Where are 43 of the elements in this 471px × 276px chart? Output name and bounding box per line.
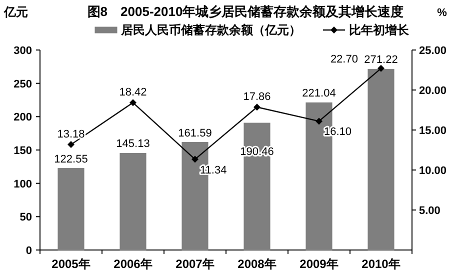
legend-label: 比年初增长 bbox=[349, 23, 410, 37]
bar bbox=[368, 68, 394, 250]
x-tick-label: 2008年 bbox=[238, 257, 276, 271]
x-tick-label: 2009年 bbox=[300, 257, 338, 271]
point bbox=[192, 156, 198, 163]
data-label: 271.22 bbox=[364, 54, 398, 66]
data-label: 161.59 bbox=[178, 127, 212, 140]
data-label: 17.86 bbox=[243, 91, 271, 104]
y-tick-label: 300 bbox=[14, 45, 32, 57]
y-axis-title: 亿元 bbox=[3, 5, 28, 19]
y2-tick-label: 15.00 bbox=[419, 125, 447, 137]
y2-tick-label: 20.00 bbox=[419, 85, 447, 97]
point bbox=[130, 99, 136, 106]
point bbox=[378, 64, 384, 72]
data-label: 22.70 bbox=[330, 53, 358, 66]
y-tick-label: 0 bbox=[26, 245, 32, 257]
y-tick-label: 200 bbox=[14, 112, 32, 124]
y2-tick-label: 5.00 bbox=[419, 205, 440, 217]
x-tick-label: 2006年 bbox=[114, 257, 152, 271]
y-tick-label: 50 bbox=[20, 212, 32, 224]
y-tick-label: 150 bbox=[14, 145, 32, 157]
y2-tick-label: 10.00 bbox=[419, 165, 447, 177]
data-label: 13.18 bbox=[57, 128, 85, 141]
data-label: 122.55 bbox=[54, 153, 88, 166]
point bbox=[68, 141, 74, 148]
data-label: 221.04 bbox=[302, 88, 336, 100]
data-label: 18.42 bbox=[119, 86, 147, 99]
y-tick-label: 250 bbox=[14, 78, 32, 90]
data-label: 11.34 bbox=[200, 164, 227, 176]
chart-title: 图8 2005-2010年城乡居民储蓄存款余额及其增长速度 bbox=[87, 4, 404, 19]
data-label: 145.13 bbox=[116, 138, 150, 150]
y-tick-label: 100 bbox=[14, 178, 32, 190]
x-tick-label: 2007年 bbox=[176, 257, 214, 271]
y2-tick-label: 25.00 bbox=[419, 45, 447, 57]
point bbox=[254, 104, 260, 111]
x-tick-label: 2010年 bbox=[362, 257, 400, 271]
x-tick-label: 2005年 bbox=[52, 257, 90, 271]
legend-label: 居民人民币储蓄存款余额（亿元） bbox=[120, 23, 301, 37]
bar bbox=[120, 152, 146, 250]
y2-axis-title: % bbox=[437, 7, 448, 19]
data-label: 16.10 bbox=[324, 126, 352, 138]
bar bbox=[58, 168, 84, 250]
point bbox=[316, 118, 322, 125]
